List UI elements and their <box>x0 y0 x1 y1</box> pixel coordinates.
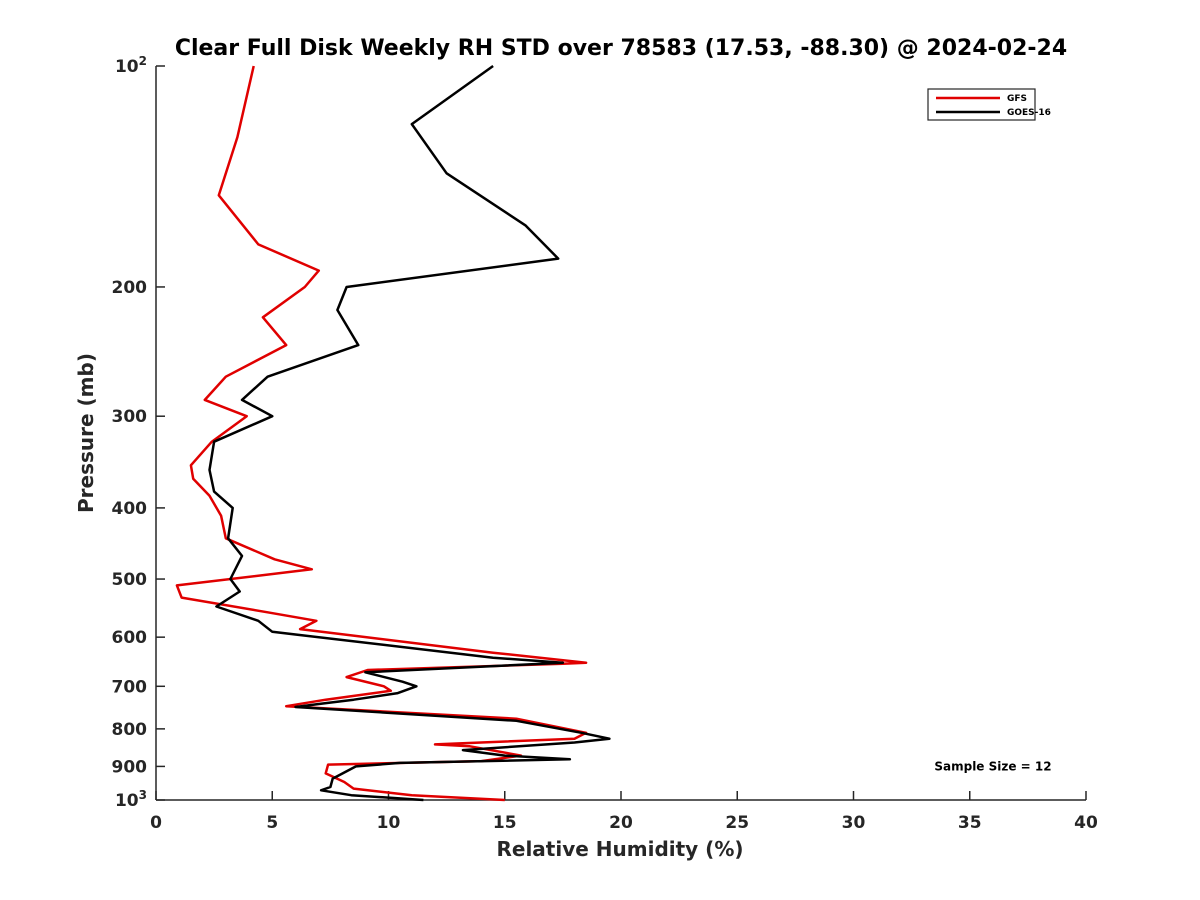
y-tick-label: 103 <box>115 788 147 811</box>
legend: GFS GOES-16 <box>927 88 1051 121</box>
y-tick-label: 900 <box>112 757 148 777</box>
x-tick-label: 35 <box>958 813 982 833</box>
y-tick-label: 200 <box>112 278 148 298</box>
axes: 0 5 10 15 20 25 30 35 40 102 200 300 400 500 600 700 800… <box>112 54 1098 833</box>
y-tick-label: 600 <box>112 628 148 648</box>
y-axis-label: Pressure (mb) <box>74 353 98 513</box>
annotation-layer: Sample Size = 12 <box>934 759 1051 773</box>
series-line-gfs <box>175 65 588 802</box>
series-line-goes-16 <box>208 64 611 802</box>
y-tick-label: 300 <box>112 407 148 427</box>
series-layer <box>175 64 611 802</box>
sample-size-annotation: Sample Size = 12 <box>934 759 1051 773</box>
x-tick-label: 40 <box>1074 813 1098 833</box>
y-tick-label: 800 <box>112 720 148 740</box>
y-tick-label: 102 <box>115 54 147 77</box>
x-tick-label: 25 <box>725 813 749 833</box>
legend-label-gfs: GFS <box>1007 94 1027 104</box>
legend-label-goes-16: GOES-16 <box>1007 108 1051 118</box>
x-tick-label: 15 <box>493 813 517 833</box>
x-axis-label: Relative Humidity (%) <box>496 837 743 861</box>
x-tick-label: 10 <box>377 813 401 833</box>
y-tick-label: 400 <box>112 499 148 519</box>
x-tick-label: 20 <box>609 813 633 833</box>
x-tick-label: 0 <box>150 813 162 833</box>
chart-title: Clear Full Disk Weekly RH STD over 78583… <box>175 36 1067 61</box>
y-tick-label: 700 <box>112 677 148 697</box>
x-tick-label: 30 <box>842 813 866 833</box>
y-tick-label: 500 <box>112 570 148 590</box>
x-tick-label: 5 <box>266 813 278 833</box>
legend-box <box>927 88 1036 121</box>
